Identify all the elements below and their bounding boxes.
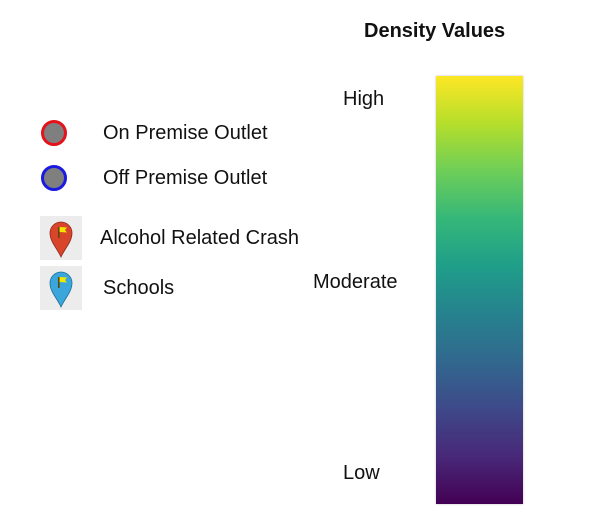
legend-item-schools: Schools	[40, 266, 174, 310]
scale-label-moderate: Moderate	[313, 271, 398, 293]
blue-flag-pin-icon	[40, 266, 82, 310]
legend-item-on-premise-outlet: On Premise Outlet	[40, 111, 268, 155]
red-ring-circle-icon	[41, 120, 67, 146]
legend-item-label: On Premise Outlet	[103, 121, 268, 144]
legend-item-alcohol-related-crash: Alcohol Related Crash	[40, 216, 299, 260]
blue-ring-circle-icon	[41, 165, 67, 191]
red-flag-pin-icon	[40, 216, 82, 260]
density-color-bar	[436, 76, 523, 504]
legend-item-label: Schools	[103, 276, 175, 299]
legend-item-label: Alcohol Related Crash	[100, 226, 299, 249]
density-legend-title: Density Values	[364, 20, 506, 42]
legend-item-off-premise-outlet: Off Premise Outlet	[40, 156, 267, 200]
legend-item-label: Off Premise Outlet	[103, 166, 268, 189]
scale-label-low: Low	[343, 462, 380, 484]
scale-label-high: High	[343, 88, 385, 110]
